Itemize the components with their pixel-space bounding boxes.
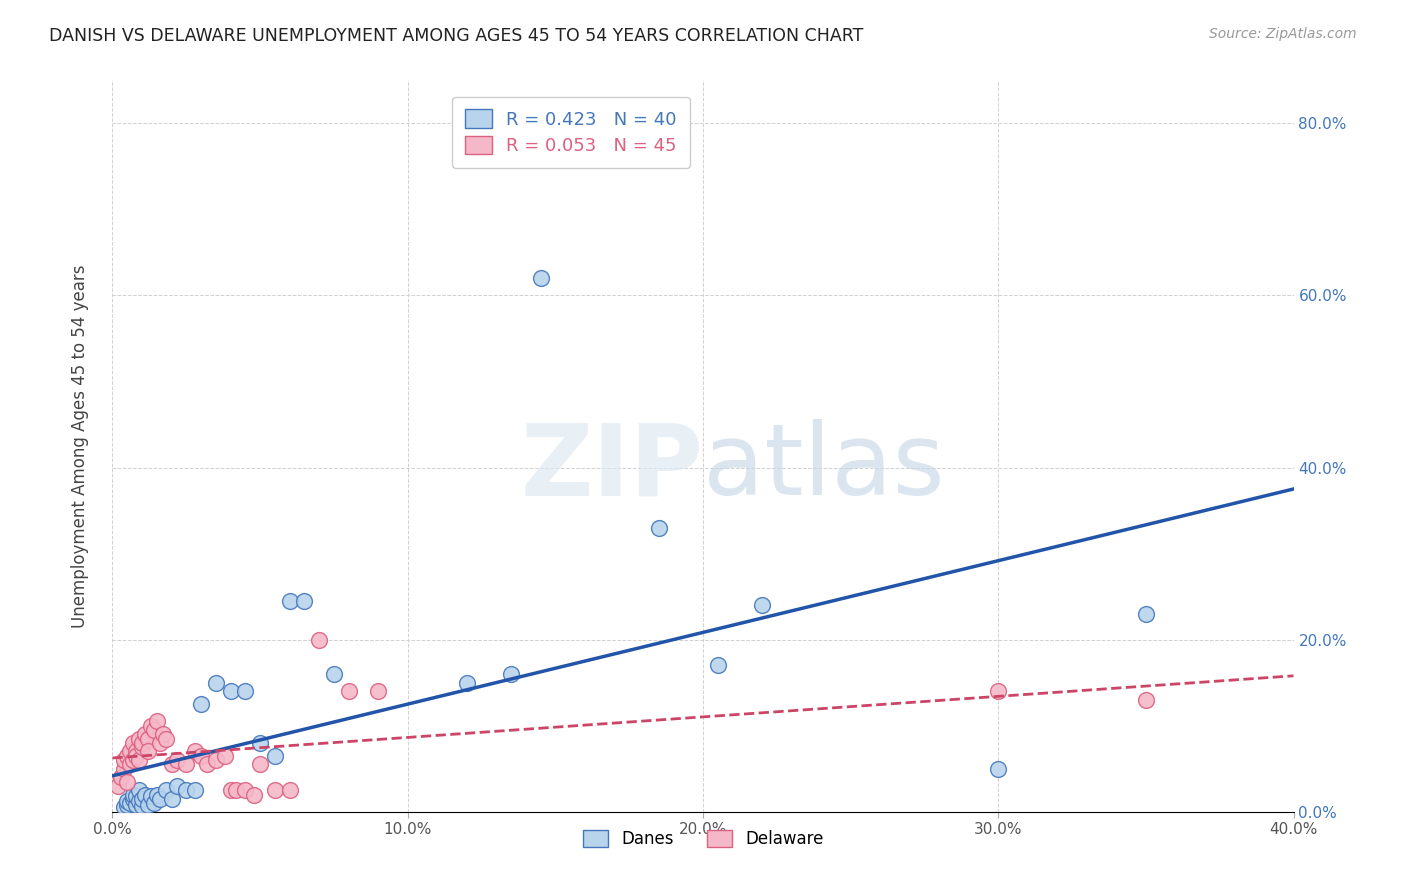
Point [117,794,138,808]
Point [122,753,145,767]
Point [243,788,266,802]
Point [166,753,188,767]
Point [131,792,153,806]
Point [249,757,271,772]
Point [367,684,389,698]
Point [134,788,156,802]
Point [117,748,138,763]
Point [139,789,162,804]
Point [134,727,156,741]
Point [120,796,142,810]
Point [149,736,172,750]
Point [706,658,728,673]
Point [128,783,150,797]
Point [110,770,132,784]
Point [160,757,183,772]
Point [112,753,135,767]
Point [292,594,315,608]
Point [190,697,212,711]
Point [125,748,148,763]
Point [1135,693,1157,707]
Point [501,667,523,681]
Point [125,744,148,758]
Point [112,762,135,776]
Point [136,744,159,758]
Point [122,792,145,806]
Point [264,748,287,763]
Point [647,521,671,535]
Point [190,748,212,763]
Point [205,675,228,690]
Point [117,774,138,789]
Point [136,797,159,812]
Legend: Danes, Delaware: Danes, Delaware [576,823,830,855]
Point [184,744,207,758]
Point [233,684,256,698]
Point [122,788,145,802]
Point [278,783,301,797]
Point [142,796,165,810]
Point [214,748,236,763]
Point [120,744,142,758]
Point [987,762,1010,776]
Y-axis label: Unemployment Among Ages 45 to 54 years: Unemployment Among Ages 45 to 54 years [70,264,89,628]
Point [174,783,197,797]
Point [1135,607,1157,621]
Point [146,714,169,729]
Point [149,792,172,806]
Point [136,731,159,746]
Point [131,736,153,750]
Point [125,789,148,804]
Point [233,783,256,797]
Text: DANISH VS DELAWARE UNEMPLOYMENT AMONG AGES 45 TO 54 YEARS CORRELATION CHART: DANISH VS DELAWARE UNEMPLOYMENT AMONG AG… [49,27,863,45]
Point [128,753,150,767]
Point [308,632,330,647]
Point [155,783,177,797]
Text: ZIP: ZIP [520,419,703,516]
Point [160,792,183,806]
Point [131,740,153,755]
Point [112,800,135,814]
Point [225,783,247,797]
Point [529,271,551,285]
Point [117,797,138,812]
Point [146,788,169,802]
Point [264,783,287,797]
Point [142,723,165,737]
Point [139,719,162,733]
Point [249,736,271,750]
Point [125,797,148,812]
Point [120,757,142,772]
Point [323,667,346,681]
Point [219,684,242,698]
Point [184,783,207,797]
Text: atlas: atlas [703,419,945,516]
Point [751,598,773,612]
Point [174,757,197,772]
Point [131,798,153,813]
Point [337,684,360,698]
Point [107,779,129,793]
Point [456,675,478,690]
Point [122,736,145,750]
Point [219,783,242,797]
Point [205,753,228,767]
Point [278,594,301,608]
Point [155,731,177,746]
Text: Source: ZipAtlas.com: Source: ZipAtlas.com [1209,27,1357,41]
Point [987,684,1010,698]
Point [152,727,174,741]
Point [128,794,150,808]
Point [195,757,218,772]
Point [128,731,150,746]
Point [166,779,188,793]
